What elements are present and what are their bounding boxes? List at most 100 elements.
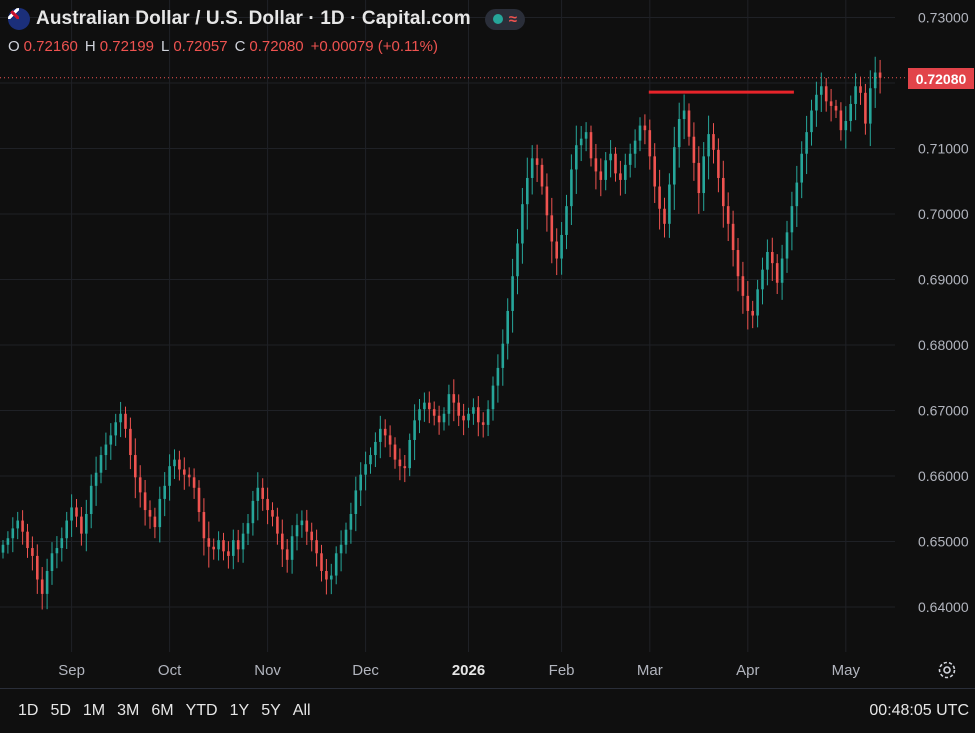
candle-body [663,208,666,224]
candle-body [379,428,382,442]
candle-body [864,92,867,124]
candle-body [560,234,563,259]
candle-body [388,435,392,445]
candle-body [99,455,103,473]
candle-body [570,169,573,207]
x-tick-label: Oct [158,662,182,679]
candle-body [692,136,696,163]
candle-body [359,474,362,491]
candle-body [829,101,833,106]
candle-body [261,487,264,499]
candle-body [790,206,794,233]
candle-body [648,130,652,157]
settings-gear-icon[interactable] [936,659,958,681]
candle-body [457,402,460,416]
candle-body [873,72,877,89]
candle-body [496,367,500,386]
candles-layer [1,56,882,610]
candle-body [310,531,313,541]
candle-body [1,544,5,553]
candle-body [241,533,245,550]
candle-body [40,579,44,594]
range-5y[interactable]: 5Y [261,702,281,719]
candle-body [472,407,475,414]
candle-body [506,310,509,344]
time-axis[interactable]: Sep Oct Nov Dec 2026 Feb Mar Apr May [58,662,860,679]
candle-body [486,409,490,425]
price-chart[interactable]: 0.64000 0.65000 0.66000 0.67000 0.68000 0.690… [0,0,975,688]
symbol-title[interactable]: Australian Dollar / U.S. Dollar · 1D · C… [36,8,471,29]
candle-body [55,548,59,554]
range-1y[interactable]: 1Y [229,702,250,719]
candle-body [374,441,377,456]
candle-body [197,487,201,513]
range-5d[interactable]: 5D [50,702,71,719]
candle-body [771,251,774,264]
candle-body [643,125,647,131]
candle-body [501,343,505,368]
candle-body [207,538,211,547]
candle-body [462,415,465,421]
candle-body [45,570,49,594]
candle-body [658,186,661,209]
candle-body [785,232,789,259]
candle-body [300,520,304,526]
candle-body [281,533,284,550]
candle-body [820,86,823,95]
range-1m[interactable]: 1M [82,702,106,719]
candle-body [94,472,98,486]
ohlc-legend: O 0.72160 H 0.72199 L 0.72057 C 0.72080 +0.0… [8,38,441,55]
candle-body [834,105,838,111]
candle-body [423,402,426,410]
candle-body [682,110,686,120]
candle-body [408,439,411,469]
candle-body [810,110,813,133]
candle-body [232,540,235,556]
range-all[interactable]: All [292,702,311,719]
candle-body [138,477,142,493]
high-label: H [84,38,96,55]
candle-body [746,295,750,311]
candle-body [6,538,10,545]
x-tick-label: Nov [254,662,281,679]
candle-body [364,464,367,475]
candle-body [16,520,19,529]
candle-body [589,132,593,159]
candle-body [276,516,279,534]
candle-body [217,540,220,550]
candle-body [609,153,612,161]
candle-body [183,469,186,475]
candle-body [824,86,828,102]
candle-body [393,444,397,460]
range-6m[interactable]: 6M [151,702,174,719]
range-3m[interactable]: 3M [117,702,140,719]
candle-body [731,223,735,251]
y-tick-label: 0.73000 [918,10,969,26]
candle-body [526,177,529,205]
candle-body [119,413,122,423]
candle-body [584,132,588,139]
candle-body [124,413,127,429]
chart-header: Australian Dollar / U.S. Dollar · 1D · C… [8,6,525,32]
utc-clock[interactable]: 00:48:05 UTC [869,702,969,719]
candle-body [85,513,88,534]
y-tick-label: 0.71000 [918,141,969,157]
price-axis[interactable]: 0.64000 0.65000 0.66000 0.67000 0.68000 0.690… [918,10,969,616]
candle-body [246,523,250,534]
candle-body [295,525,299,537]
close-value: 0.72080 [249,38,304,55]
candle-body [251,500,255,524]
candle-body [511,276,514,311]
y-tick-label: 0.66000 [918,468,969,484]
x-tick-label: May [832,662,861,679]
range-1d[interactable]: 1D [18,702,39,719]
candle-body [104,444,108,456]
candle-body [432,409,436,416]
candle-body [795,182,799,207]
candle-body [447,394,451,414]
market-status-pill[interactable]: ≈ [484,8,525,30]
candle-body [859,86,862,93]
x-tick-label: Dec [352,662,379,679]
range-ytd[interactable]: YTD [185,702,218,719]
candle-body [21,520,24,532]
